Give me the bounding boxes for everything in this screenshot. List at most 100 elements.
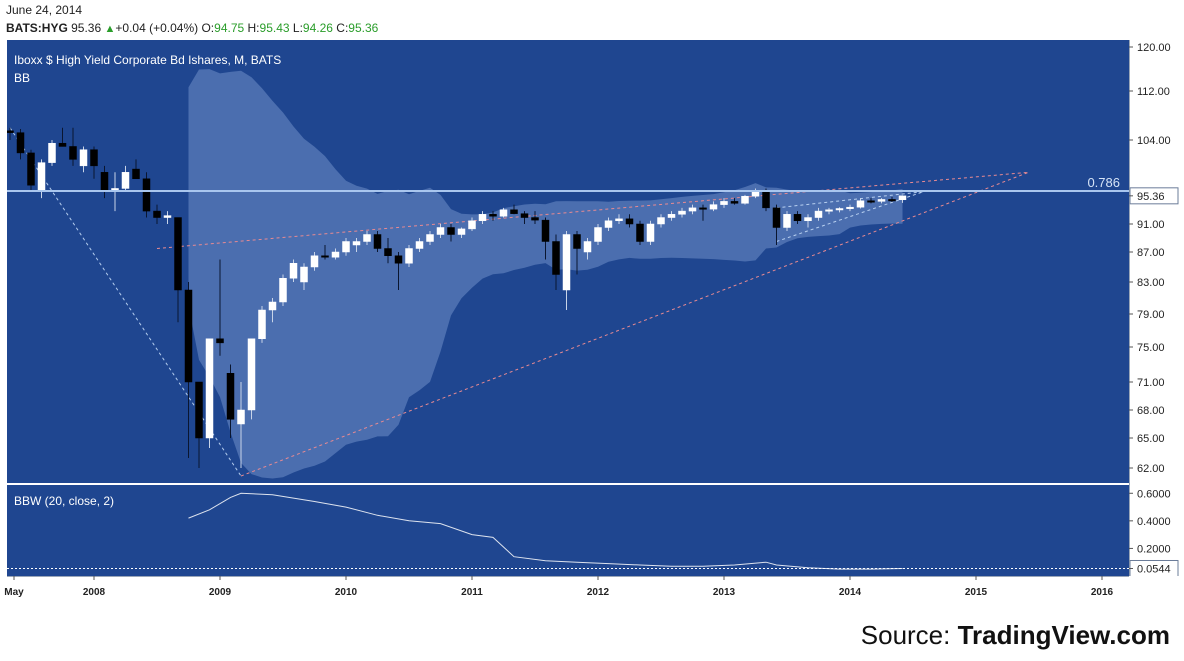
candle-body	[37, 162, 46, 192]
candle-body	[594, 227, 602, 242]
candle-2013-11	[825, 207, 833, 215]
candle-2009-02	[226, 364, 235, 438]
price-tick-label: 62.00	[1137, 463, 1165, 475]
candle-body	[541, 219, 550, 242]
time-tick-label: 2008	[83, 587, 106, 598]
candle-2009-11	[321, 245, 329, 260]
bbw-tick-label: 0.2000	[1137, 543, 1171, 555]
candle-body	[898, 195, 907, 201]
candle-body	[573, 234, 581, 249]
candle-2013-09	[804, 214, 812, 228]
time-tick-label: 2012	[587, 587, 610, 598]
candle-2009-09	[300, 263, 308, 290]
close-value: 95.36	[348, 21, 379, 35]
candle-body	[436, 227, 445, 235]
candle-2010-10	[436, 224, 445, 238]
candle-2013-01	[720, 198, 728, 208]
candle-body	[48, 142, 56, 163]
candle-body	[363, 234, 371, 242]
trendline-2	[240, 171, 1029, 477]
candle-2011-04	[499, 207, 508, 218]
candle-2011-05	[510, 204, 518, 215]
price-tick-label: 79.00	[1137, 309, 1165, 321]
time-tick-label: 2016	[1091, 587, 1114, 598]
candle-2009-10	[310, 252, 319, 271]
candle-body	[289, 263, 298, 279]
candle-2009-06	[268, 298, 277, 323]
candle-2011-08	[541, 217, 550, 260]
candle-2011-01	[468, 217, 476, 231]
candle-2009-05	[258, 306, 266, 343]
price-tick-label: 95.36	[1137, 191, 1165, 203]
candle-body	[720, 201, 728, 205]
price-tick-label: 71.00	[1137, 377, 1165, 389]
candle-body	[478, 214, 487, 222]
candle-2009-07	[279, 274, 287, 306]
candle-2009-01	[216, 259, 224, 356]
candle-2010-06	[394, 252, 403, 290]
candle-body	[100, 172, 109, 192]
time-axis[interactable]	[0, 576, 1184, 606]
source-prefix: Source:	[860, 620, 958, 650]
candle-2007-11	[69, 127, 77, 166]
candle-2009-03	[237, 382, 245, 468]
candle-body	[825, 209, 833, 212]
candle-body	[153, 210, 161, 218]
candle-body	[667, 214, 676, 218]
candle-body	[205, 338, 214, 439]
candle-body	[604, 220, 613, 228]
candle-body	[352, 241, 361, 246]
candle-body	[646, 223, 655, 242]
time-tick-label: 2015	[965, 587, 988, 598]
price-change: +0.04 (+0.04%)	[115, 21, 199, 35]
candle-body	[121, 172, 130, 189]
candle-2012-10	[688, 204, 697, 215]
quote-date: June 24, 2014	[6, 3, 83, 17]
price-axis[interactable]	[1129, 40, 1184, 576]
candle-2011-07	[531, 211, 539, 224]
candle-body	[867, 200, 875, 203]
fib-level: 0.786	[7, 175, 1129, 193]
bbw-tick-label: 0.6000	[1137, 488, 1171, 500]
time-axis-ticks: May 2008 2009 2010 2011 2012 2013 2014 2015 2016	[4, 576, 1114, 598]
candle-body	[625, 218, 634, 225]
candle-2012-11	[699, 204, 707, 221]
candle-2013-10	[814, 207, 823, 221]
candle-body	[342, 241, 350, 253]
candle-body	[79, 149, 88, 167]
chart-area[interactable]: 0.786 Iboxx $ High Yield Corporate Bd Is…	[0, 40, 1184, 606]
candle-body	[657, 217, 665, 225]
time-tick-label: 2009	[209, 587, 232, 598]
candle-2012-12	[709, 201, 718, 212]
candle-body	[510, 209, 518, 214]
candle-body	[636, 223, 644, 242]
candle-2013-02	[730, 198, 739, 205]
price-tick-label: 91.00	[1137, 219, 1165, 231]
bollinger-band-fill	[188, 69, 903, 479]
candle-2011-11	[573, 231, 581, 275]
candle-body	[247, 338, 256, 411]
trendline-5	[776, 191, 924, 242]
candle-body	[90, 149, 98, 167]
candle-body	[237, 409, 245, 425]
candle-2011-12	[583, 238, 592, 260]
candle-2008-01	[90, 146, 98, 179]
candle-body	[394, 255, 403, 264]
pane-separator[interactable]	[7, 483, 1129, 485]
time-tick-label: May	[4, 587, 24, 598]
candle-2013-12	[835, 207, 844, 213]
candle-2007-05	[7, 127, 14, 140]
candle-2009-08	[289, 259, 298, 282]
candle-body	[457, 228, 466, 235]
candle-body	[814, 210, 823, 218]
bbw-tick-label: 0.0544	[1137, 563, 1171, 575]
candle-2010-12	[457, 227, 466, 238]
candle-2007-10	[58, 127, 67, 147]
candle-2013-07	[783, 211, 791, 231]
candle-body	[27, 152, 35, 186]
quote-line: BATS:HYG 95.36 ▲+0.04 (+0.04%) O:94.75 H…	[6, 21, 378, 35]
candle-2008-11	[195, 381, 203, 468]
candle-2012-06	[646, 220, 655, 245]
candle-body	[447, 227, 455, 235]
candle-body	[300, 266, 308, 283]
